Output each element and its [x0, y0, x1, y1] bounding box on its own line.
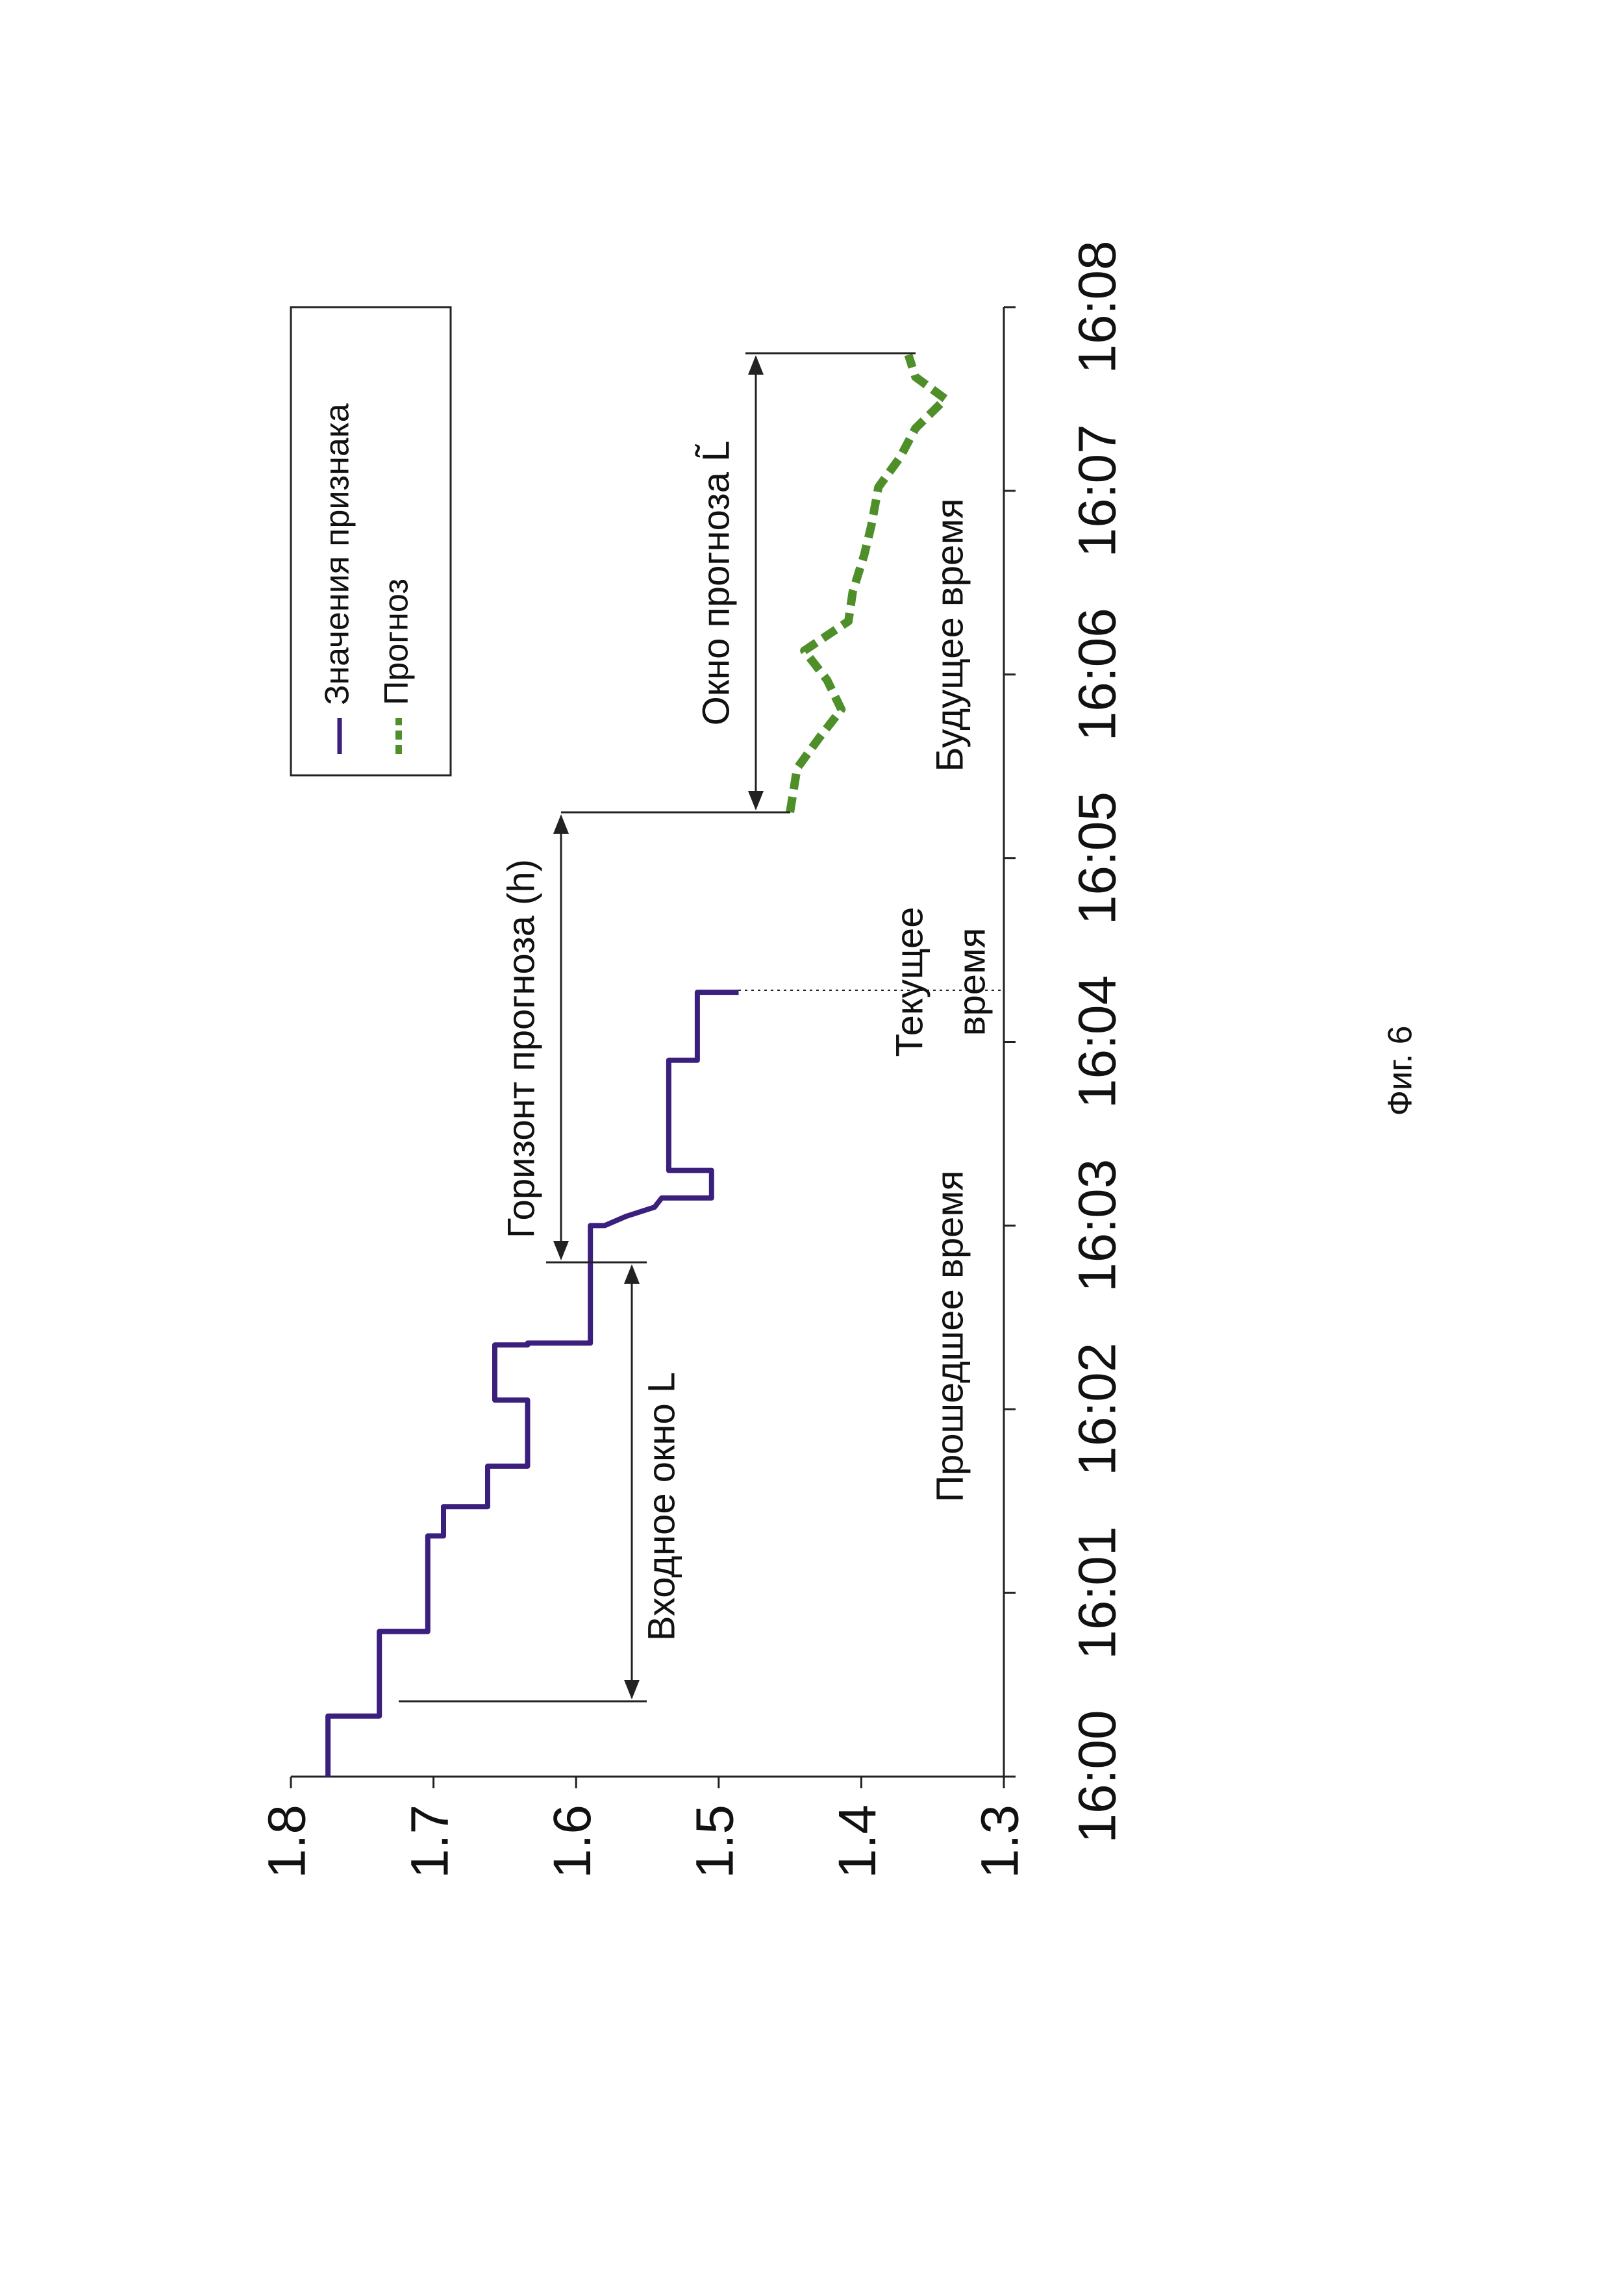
x-tick-label: 16:07 [1068, 424, 1127, 557]
annotation: Прошедшее время [929, 1170, 971, 1502]
x-tick-label: 16:08 [1068, 240, 1127, 373]
y-tick-label: 1.8 [258, 1805, 317, 1879]
annotation: Входное окно L [640, 1372, 682, 1641]
y-tick-label: 1.3 [971, 1805, 1030, 1879]
y-tick-label: 1.5 [685, 1805, 744, 1879]
legend-box [290, 306, 452, 777]
x-tick-label: 16:01 [1068, 1527, 1127, 1660]
annotation: Окно прогноза L̃ [695, 441, 737, 726]
annotation: Будущее время [929, 498, 971, 771]
x-tick-label: 16:04 [1068, 975, 1127, 1108]
annotation: Горизонт прогноза (h) [500, 859, 542, 1238]
x-tick-label: 16:03 [1068, 1159, 1127, 1292]
y-tick-label: 1.4 [828, 1805, 887, 1879]
series-line [786, 353, 950, 813]
annotation: Текущее [888, 906, 931, 1056]
legend-label: Значения признака [319, 403, 356, 705]
y-tick-label: 1.6 [543, 1805, 602, 1879]
series-line [325, 990, 739, 1777]
x-tick-label: 16:02 [1068, 1343, 1127, 1476]
annotation: время [951, 928, 993, 1036]
y-tick-label: 1.7 [400, 1805, 459, 1879]
x-tick-label: 16:06 [1068, 608, 1127, 741]
caption: Фиг. 6 [1382, 1025, 1419, 1116]
legend-label: Прогноз [378, 579, 416, 705]
x-tick-label: 16:00 [1068, 1710, 1127, 1843]
chart: 1.8 1.7 1.6 1.5 1.4 1.3 16:00 16:01 16:02 16:03 16… [258, 240, 1419, 1879]
x-tick-label: 16:05 [1068, 792, 1127, 925]
